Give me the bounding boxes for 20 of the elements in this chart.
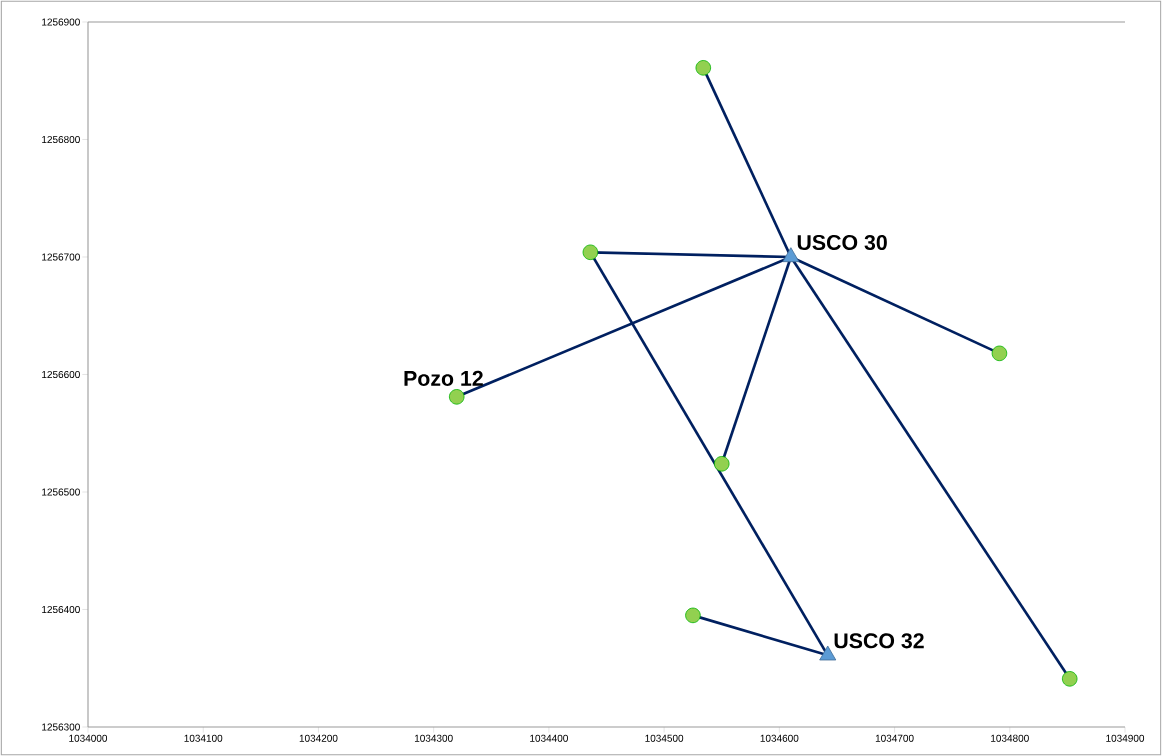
x-tick-label: 1034800	[991, 734, 1029, 742]
x-tick-label: 1034100	[184, 734, 223, 742]
y-tick-label: 1256600	[42, 370, 80, 379]
x-tick-label: 1034600	[760, 734, 799, 742]
annotation: Pozo 12	[404, 370, 483, 386]
annotation: USCO 32	[834, 633, 924, 649]
x-tick-label: 1034300	[414, 734, 453, 742]
y-tick-label: 1256300	[42, 723, 80, 731]
y-tick-label: 1256700	[42, 253, 80, 261]
y-tick-label: 1256800	[42, 135, 80, 144]
x-tick-label: 1034200	[299, 734, 338, 742]
annotation: USCO 30	[797, 234, 887, 251]
y-tick-label: 1256900	[42, 18, 80, 26]
x-tick-label: 1034900	[1106, 734, 1145, 742]
y-tick-label: 1256400	[42, 605, 80, 614]
x-tick-label: 1034000	[69, 734, 108, 742]
x-tick-label: 1034500	[645, 734, 684, 742]
x-tick-label: 1034400	[530, 734, 568, 742]
x-tick-label: 1034700	[875, 734, 914, 742]
y-tick-label: 1256500	[42, 488, 80, 496]
